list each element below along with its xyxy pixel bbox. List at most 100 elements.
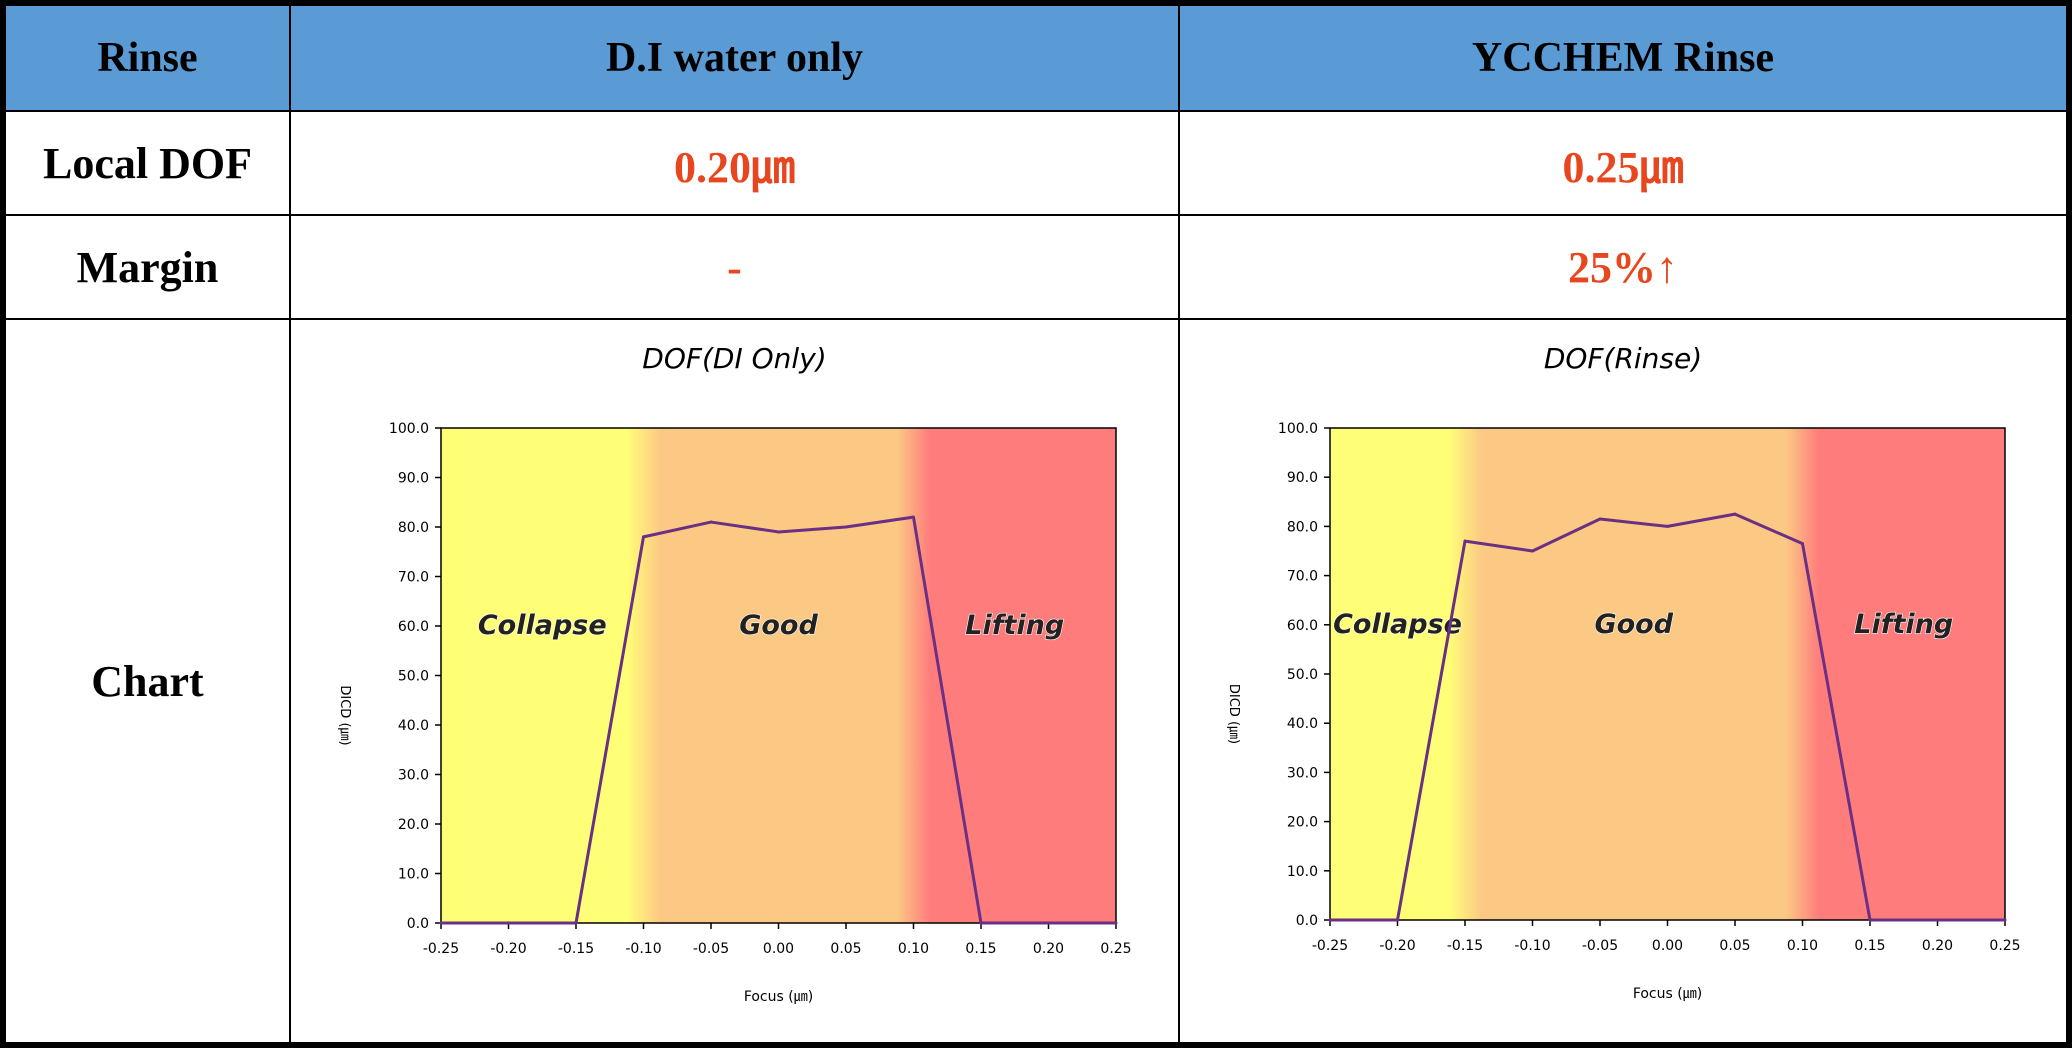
plot-background: [441, 428, 1116, 923]
table-border-bottom: [0, 1042, 2072, 1048]
region-label-collapse: Collapse: [1333, 609, 1462, 640]
x-tick-label: 0.05: [1719, 938, 1750, 954]
y-tick-label: 30.0: [398, 768, 429, 784]
x-tick-label: -0.20: [490, 941, 526, 957]
y-tick-label: 10.0: [1287, 864, 1318, 880]
col-divider-2: [1178, 0, 1180, 1048]
region-label-good: Good: [1594, 609, 1673, 640]
data-point: [642, 535, 645, 539]
y-tick-label: 80.0: [398, 520, 429, 536]
y-tick-label: 90.0: [1287, 470, 1318, 486]
x-tick-label: 0.10: [898, 941, 929, 957]
data-point: [1666, 524, 1669, 528]
y-tick-label: 70.0: [1287, 569, 1318, 585]
header-rinse: Rinse: [6, 6, 289, 110]
data-point: [2003, 918, 2007, 922]
table-border-left: [0, 0, 6, 1048]
y-tick-label: 20.0: [398, 817, 429, 833]
x-tick-label: 0.20: [1922, 938, 1953, 954]
table-border-top: [0, 0, 2072, 6]
x-tick-label: -0.15: [558, 941, 594, 957]
region-label-collapse: Collapse: [478, 610, 607, 641]
local-dof-label: Local DOF: [43, 138, 252, 188]
row-divider-2: [0, 214, 2072, 216]
header-di-water: D.I water only: [291, 6, 1178, 110]
y-tick-label: 0.0: [407, 916, 429, 932]
x-tick-label: -0.05: [1582, 938, 1618, 954]
y-tick-label: 100.0: [389, 421, 429, 437]
data-point: [1801, 542, 1804, 546]
data-point: [507, 921, 510, 925]
dof-chart-di: Collapse Good Lifting 0.0 10.0 20.0 30.0 40.0 50…: [337, 421, 1132, 1005]
data-point: [439, 921, 443, 925]
x-tick-label: 0.20: [1033, 941, 1064, 957]
y-tick-label: 20.0: [1287, 815, 1318, 831]
row-divider-3: [0, 318, 2072, 320]
data-point: [1936, 918, 1939, 922]
local-dof-rinse-value: 0.25㎛: [1562, 143, 1684, 192]
header-ycchem-rinse: YCCHEM Rinse: [1180, 6, 2066, 110]
data-point: [1733, 512, 1737, 516]
margin-label: Margin: [76, 242, 219, 292]
data-point: [1531, 549, 1534, 553]
col-divider-1: [289, 0, 291, 1048]
y-tick-label: 100.0: [1278, 421, 1318, 437]
data-point: [1463, 539, 1467, 543]
x-tick-label: 0.05: [830, 941, 861, 957]
y-tick-label: 60.0: [1287, 618, 1318, 634]
data-point: [574, 921, 578, 925]
x-tick-label: -0.15: [1447, 938, 1483, 954]
data-point: [1598, 517, 1602, 521]
x-tick-label: 0.10: [1787, 938, 1818, 954]
dof-chart-rinse: Collapse Good Lifting 0.0 10.0 20.0 30.0 40.0 50…: [1226, 421, 2021, 1002]
table-border-right: [2066, 0, 2072, 1048]
y-tick-label: 50.0: [398, 669, 429, 685]
y-tick-label: 90.0: [398, 471, 429, 487]
region-label-lifting: Lifting: [1854, 609, 1953, 640]
x-axis-label: Focus (㎛): [1633, 986, 1702, 1002]
local-dof-di-value: 0.20㎛: [674, 143, 795, 192]
margin-rinse-value: 25%↑: [1568, 242, 1678, 292]
chart-title-rinse: DOF(Rinse): [1543, 342, 1703, 375]
chart-title-di: DOF(DI Only): [642, 342, 827, 375]
data-point: [1868, 918, 1872, 922]
y-tick-label: 50.0: [1287, 667, 1318, 683]
data-point: [1328, 918, 1332, 922]
data-point: [709, 520, 713, 524]
y-tick-label: 30.0: [1287, 765, 1318, 781]
plot-background: [1330, 428, 2005, 920]
x-tick-label: -0.10: [1514, 938, 1550, 954]
data-point: [844, 525, 848, 529]
x-tick-label: 0.25: [1989, 938, 2020, 954]
x-tick-label: 0.15: [1854, 938, 1885, 954]
x-tick-label: -0.10: [625, 941, 661, 957]
y-axis-label: DICD (㎛): [337, 685, 352, 745]
region-label-good: Good: [739, 610, 818, 641]
x-tick-label: 0.00: [1652, 938, 1683, 954]
data-point: [777, 530, 780, 534]
x-tick-label: 0.00: [763, 941, 794, 957]
x-tick-label: -0.25: [423, 941, 459, 957]
y-tick-label: 40.0: [398, 718, 429, 734]
data-point: [1396, 918, 1399, 922]
x-tick-label: 0.15: [965, 941, 996, 957]
y-tick-label: 70.0: [398, 570, 429, 586]
y-tick-label: 40.0: [1287, 716, 1318, 732]
x-axis-label: Focus (㎛): [744, 989, 813, 1005]
y-tick-label: 60.0: [398, 619, 429, 635]
data-point: [979, 921, 983, 925]
data-point: [912, 515, 915, 519]
x-tick-label: -0.25: [1312, 938, 1348, 954]
y-axis-label: DICD (㎛): [1226, 684, 1241, 744]
x-tick-label: -0.20: [1379, 938, 1415, 954]
row-divider-1: [0, 110, 2072, 112]
data-point: [1047, 921, 1050, 925]
region-label-lifting: Lifting: [965, 610, 1064, 641]
x-tick-label: -0.05: [693, 941, 729, 957]
margin-di-value: -: [727, 242, 742, 292]
data-point: [1114, 921, 1118, 925]
y-tick-label: 0.0: [1296, 913, 1318, 929]
chart-label: Chart: [91, 656, 204, 706]
y-tick-label: 80.0: [1287, 519, 1318, 535]
